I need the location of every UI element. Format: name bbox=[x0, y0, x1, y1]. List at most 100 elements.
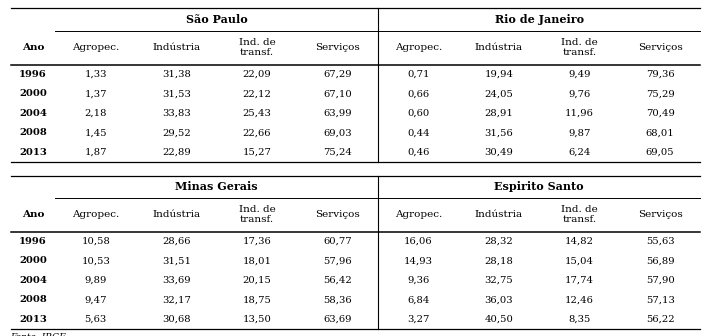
Text: 79,36: 79,36 bbox=[646, 70, 674, 79]
Text: Serviços: Serviços bbox=[316, 43, 360, 52]
Text: 10,53: 10,53 bbox=[82, 256, 110, 265]
Text: 22,66: 22,66 bbox=[242, 128, 272, 137]
Text: 2000: 2000 bbox=[19, 89, 47, 98]
Text: 22,09: 22,09 bbox=[242, 70, 272, 79]
Text: 28,91: 28,91 bbox=[484, 109, 513, 118]
Text: 1996: 1996 bbox=[19, 237, 47, 246]
Text: 57,13: 57,13 bbox=[646, 295, 675, 304]
Text: 56,89: 56,89 bbox=[646, 256, 674, 265]
Text: Indústria: Indústria bbox=[475, 43, 523, 52]
Text: 32,17: 32,17 bbox=[162, 295, 191, 304]
Text: 22,89: 22,89 bbox=[162, 148, 191, 157]
Text: 67,29: 67,29 bbox=[323, 70, 352, 79]
Text: 0,66: 0,66 bbox=[407, 89, 430, 98]
Text: 18,75: 18,75 bbox=[242, 295, 272, 304]
Text: 2013: 2013 bbox=[19, 148, 47, 157]
Text: Indústria: Indústria bbox=[152, 43, 201, 52]
Text: 17,36: 17,36 bbox=[242, 237, 272, 246]
Text: 2,18: 2,18 bbox=[84, 109, 107, 118]
Text: 3,27: 3,27 bbox=[407, 315, 430, 324]
Text: Ano: Ano bbox=[22, 210, 44, 219]
Text: 31,38: 31,38 bbox=[162, 70, 191, 79]
Text: São Paulo: São Paulo bbox=[186, 14, 247, 25]
Text: 17,74: 17,74 bbox=[565, 276, 594, 285]
Text: 57,90: 57,90 bbox=[646, 276, 674, 285]
Text: Serviços: Serviços bbox=[316, 210, 360, 219]
Text: 32,75: 32,75 bbox=[484, 276, 513, 285]
Text: 6,84: 6,84 bbox=[407, 295, 430, 304]
Text: 9,87: 9,87 bbox=[569, 128, 591, 137]
Text: 29,52: 29,52 bbox=[162, 128, 191, 137]
Text: 69,05: 69,05 bbox=[646, 148, 674, 157]
Text: 9,89: 9,89 bbox=[84, 276, 107, 285]
Text: 19,94: 19,94 bbox=[484, 70, 513, 79]
Text: 58,36: 58,36 bbox=[323, 295, 352, 304]
Text: 2000: 2000 bbox=[19, 256, 47, 265]
Text: 14,93: 14,93 bbox=[404, 256, 432, 265]
Text: 9,76: 9,76 bbox=[569, 89, 591, 98]
Text: 14,82: 14,82 bbox=[565, 237, 594, 246]
Text: 24,05: 24,05 bbox=[484, 89, 513, 98]
Text: 16,06: 16,06 bbox=[404, 237, 432, 246]
Text: 63,69: 63,69 bbox=[323, 315, 352, 324]
Text: Ind. de
transf.: Ind. de transf. bbox=[562, 205, 598, 224]
Text: 55,63: 55,63 bbox=[646, 237, 674, 246]
Text: 2008: 2008 bbox=[19, 128, 47, 137]
Text: 10,58: 10,58 bbox=[82, 237, 110, 246]
Text: 6,24: 6,24 bbox=[569, 148, 591, 157]
Text: 15,27: 15,27 bbox=[242, 148, 272, 157]
Text: Agropec.: Agropec. bbox=[395, 43, 442, 52]
Text: 1,37: 1,37 bbox=[84, 89, 107, 98]
Text: 56,42: 56,42 bbox=[323, 276, 352, 285]
Text: 31,53: 31,53 bbox=[162, 89, 191, 98]
Text: 70,49: 70,49 bbox=[646, 109, 675, 118]
Text: Agropec.: Agropec. bbox=[72, 210, 119, 219]
Text: 13,50: 13,50 bbox=[242, 315, 272, 324]
Text: 1,87: 1,87 bbox=[84, 148, 107, 157]
Text: 28,18: 28,18 bbox=[484, 256, 513, 265]
Text: 33,83: 33,83 bbox=[162, 109, 191, 118]
Text: Ind. de
transf.: Ind. de transf. bbox=[562, 38, 598, 57]
Text: 9,49: 9,49 bbox=[569, 70, 591, 79]
Text: 20,15: 20,15 bbox=[242, 276, 272, 285]
Text: 9,36: 9,36 bbox=[407, 276, 430, 285]
Text: 28,66: 28,66 bbox=[162, 237, 191, 246]
Text: 2008: 2008 bbox=[19, 295, 47, 304]
Text: Ind. de
transf.: Ind. de transf. bbox=[239, 205, 275, 224]
Text: Espirito Santo: Espirito Santo bbox=[494, 181, 584, 192]
Text: 5,63: 5,63 bbox=[84, 315, 107, 324]
Text: 60,77: 60,77 bbox=[323, 237, 352, 246]
Text: 0,71: 0,71 bbox=[407, 70, 430, 79]
Text: Indústria: Indústria bbox=[152, 210, 201, 219]
Text: Agropec.: Agropec. bbox=[72, 43, 119, 52]
Text: 75,29: 75,29 bbox=[646, 89, 674, 98]
Text: Serviços: Serviços bbox=[638, 43, 683, 52]
Text: 30,68: 30,68 bbox=[162, 315, 191, 324]
Text: 11,96: 11,96 bbox=[565, 109, 594, 118]
Text: 1,33: 1,33 bbox=[84, 70, 107, 79]
Text: 75,24: 75,24 bbox=[323, 148, 352, 157]
Text: Agropec.: Agropec. bbox=[395, 210, 442, 219]
Text: 68,01: 68,01 bbox=[646, 128, 674, 137]
Text: 56,22: 56,22 bbox=[646, 315, 674, 324]
Text: 0,44: 0,44 bbox=[407, 128, 430, 137]
Text: 40,50: 40,50 bbox=[484, 315, 513, 324]
Text: 31,56: 31,56 bbox=[484, 128, 513, 137]
Text: 63,99: 63,99 bbox=[323, 109, 352, 118]
Text: 18,01: 18,01 bbox=[242, 256, 272, 265]
Text: 22,12: 22,12 bbox=[242, 89, 272, 98]
Text: Rio de Janeiro: Rio de Janeiro bbox=[495, 14, 584, 25]
Text: 28,32: 28,32 bbox=[484, 237, 513, 246]
Text: Fonte: IBGE.: Fonte: IBGE. bbox=[11, 333, 69, 336]
Text: 67,10: 67,10 bbox=[323, 89, 352, 98]
Text: 12,46: 12,46 bbox=[565, 295, 594, 304]
Text: Ano: Ano bbox=[22, 43, 44, 52]
Text: 25,43: 25,43 bbox=[242, 109, 272, 118]
Text: Indústria: Indústria bbox=[475, 210, 523, 219]
Text: 31,51: 31,51 bbox=[162, 256, 191, 265]
Text: 2004: 2004 bbox=[19, 276, 47, 285]
Text: 36,03: 36,03 bbox=[485, 295, 513, 304]
Text: 69,03: 69,03 bbox=[323, 128, 352, 137]
Text: 2004: 2004 bbox=[19, 109, 47, 118]
Text: 9,47: 9,47 bbox=[84, 295, 107, 304]
